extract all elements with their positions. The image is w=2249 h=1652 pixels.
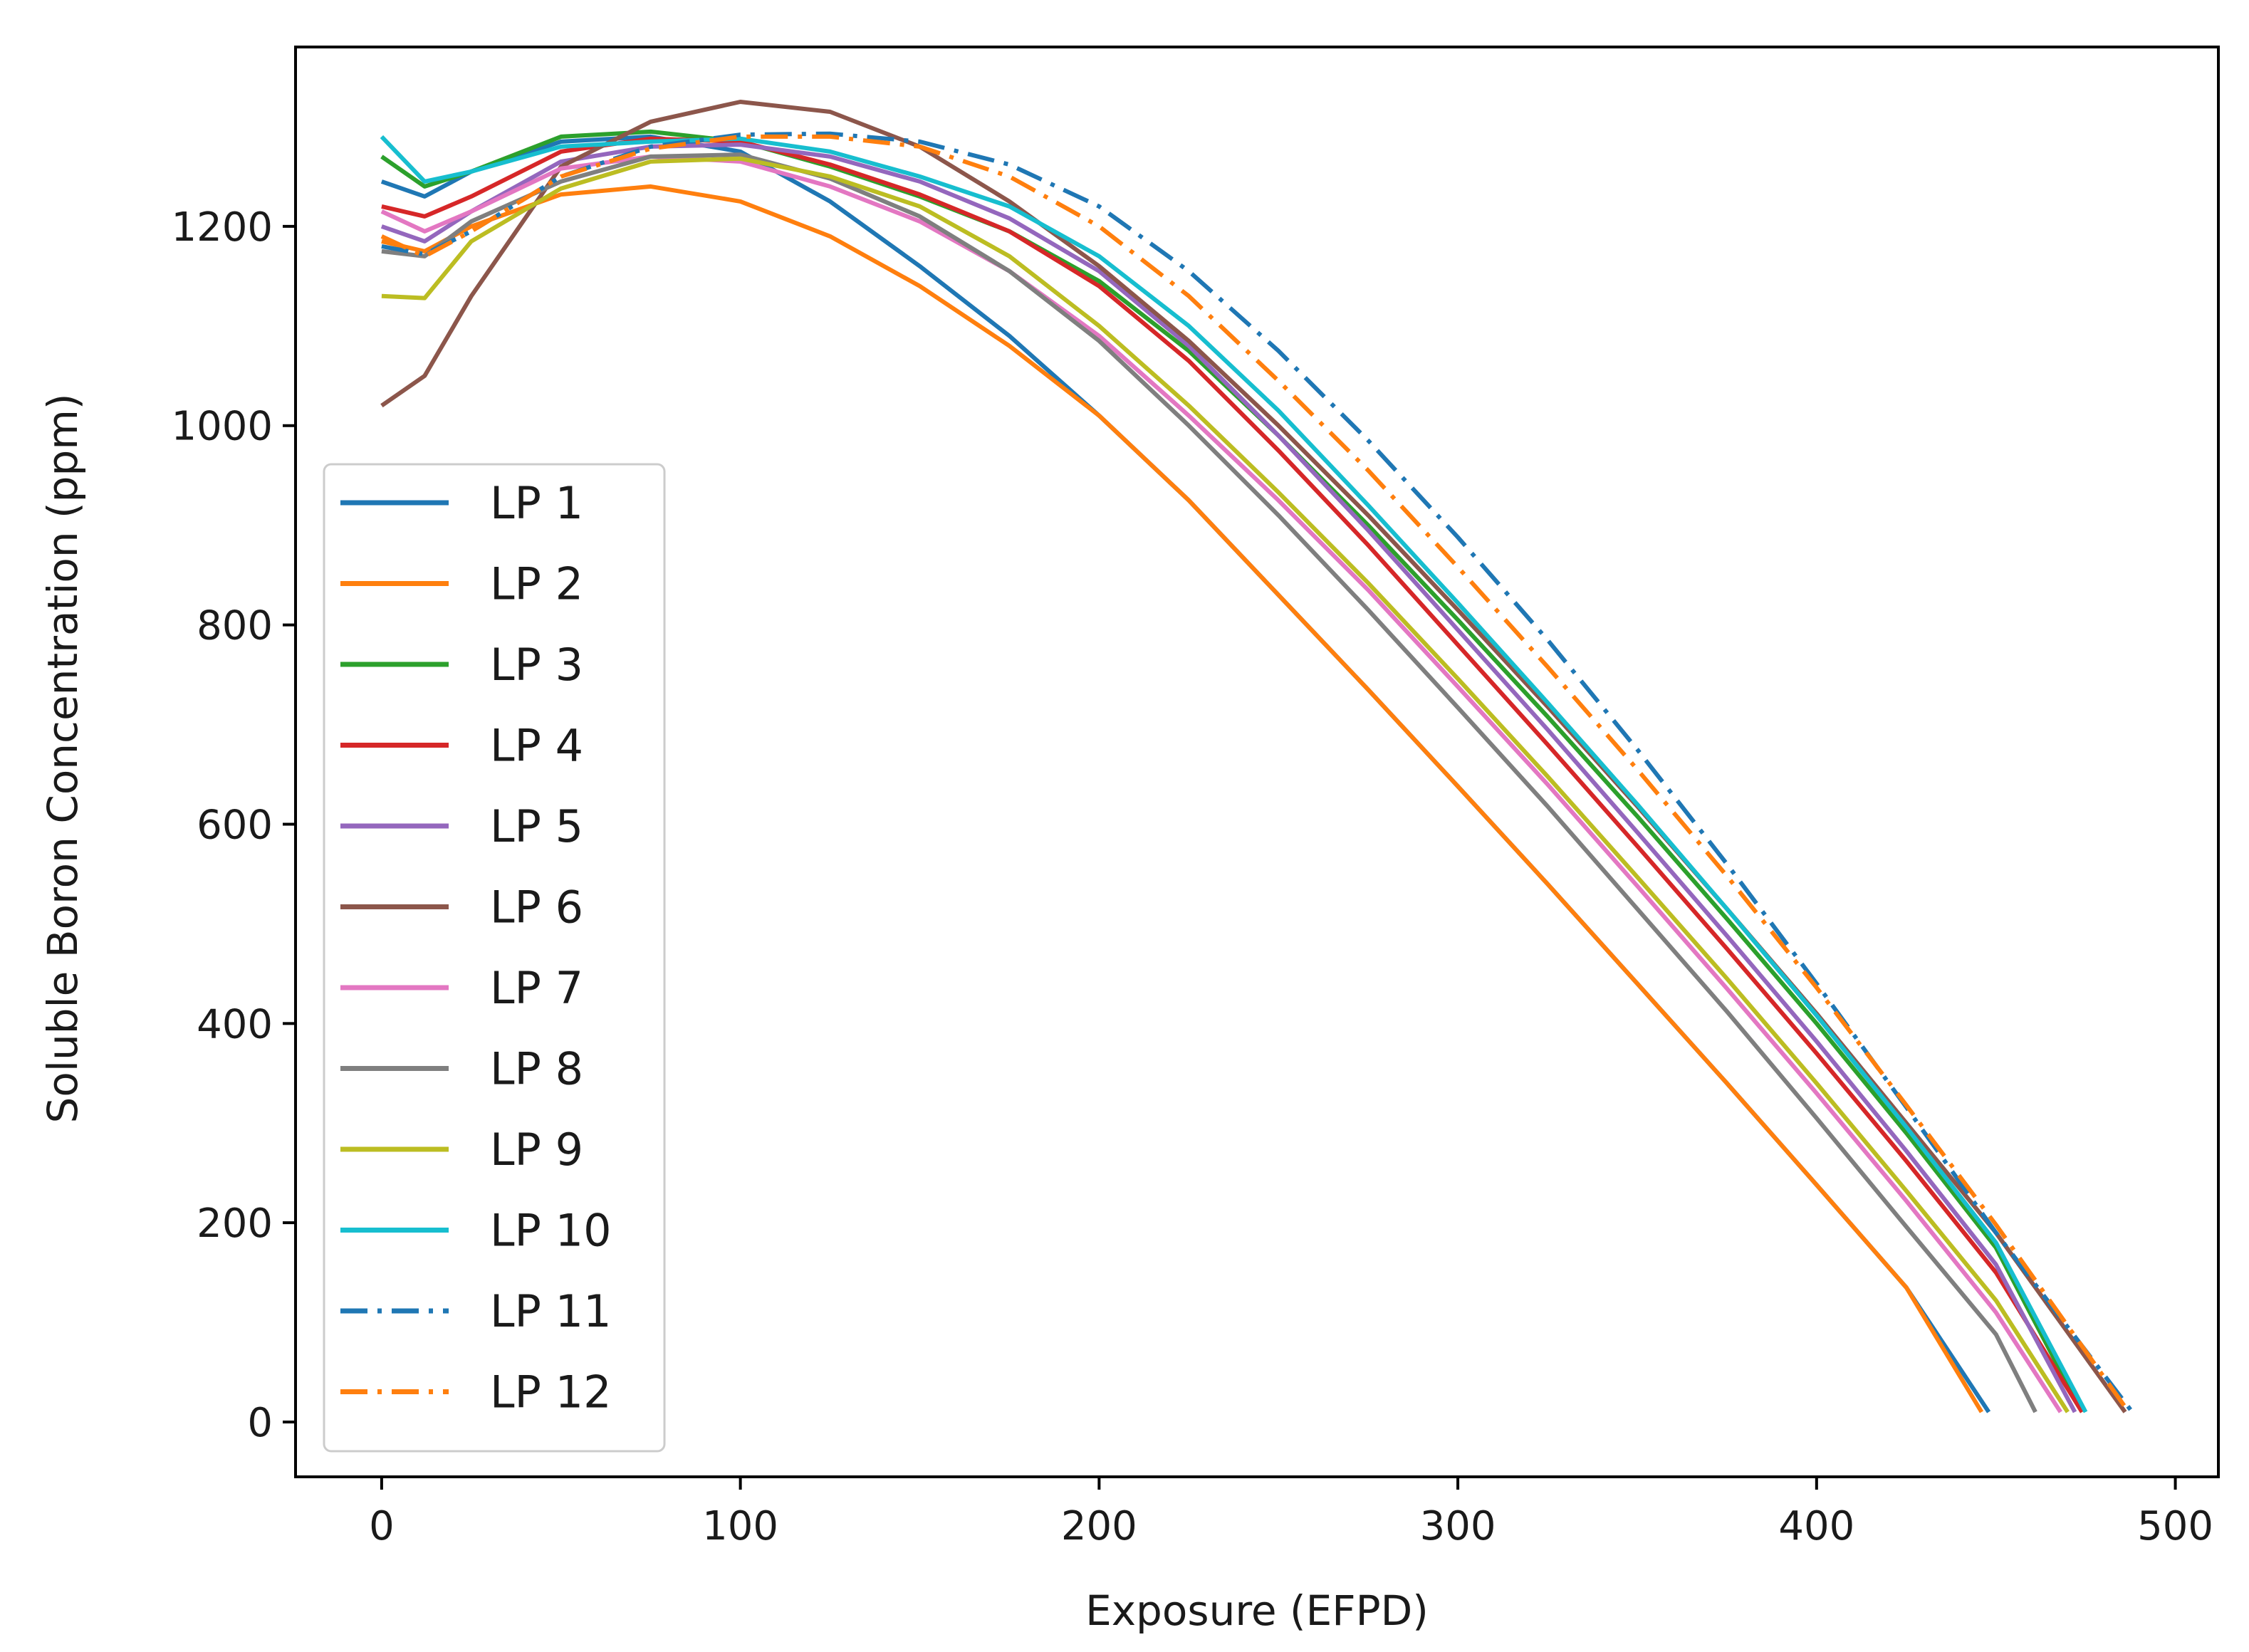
x-tick-label: 500 xyxy=(2137,1503,2213,1549)
legend: LP 1 LP 2 LP 3 LP 4 LP 5 LP 6 LP 7 LP 8 LP 9 LP 1… xyxy=(323,463,666,1453)
legend-label: LP 6 xyxy=(490,882,583,934)
y-tick-label: 600 xyxy=(197,802,273,848)
y-tick-label: 800 xyxy=(197,603,273,649)
legend-label: LP 7 xyxy=(490,962,583,1014)
y-axis-title: Soluble Boron Concentration (ppm) xyxy=(38,394,87,1124)
plot-lines xyxy=(380,100,2134,1413)
series-line-11 xyxy=(381,131,2134,1413)
legend-label: LP 9 xyxy=(490,1124,583,1176)
series-line-3 xyxy=(380,129,2084,1413)
legend-label: LP 10 xyxy=(490,1205,612,1257)
legend-label: LP 3 xyxy=(490,639,583,691)
legend-label: LP 12 xyxy=(490,1366,612,1418)
x-tick-label: 100 xyxy=(702,1503,778,1549)
series-line-8 xyxy=(381,152,2037,1413)
legend-label: LP 4 xyxy=(490,720,583,772)
series-line-9 xyxy=(381,156,2070,1413)
series-line-4 xyxy=(381,136,2084,1413)
series-line-2 xyxy=(381,184,1984,1413)
series-line-5 xyxy=(380,142,2077,1413)
series-line-12 xyxy=(380,134,2131,1413)
series-line-10 xyxy=(380,135,2088,1413)
x-axis-ticks: 0 100 200 300 400 500 xyxy=(369,1477,2213,1549)
y-axis-ticks: 0 200 400 600 800 1000 1200 xyxy=(171,204,296,1446)
y-tick-label: 1200 xyxy=(171,204,273,251)
legend-box xyxy=(323,463,666,1453)
legend-label: LP 2 xyxy=(490,558,583,610)
legend-label: LP 5 xyxy=(490,800,583,852)
x-tick-label: 400 xyxy=(1778,1503,1854,1549)
y-tick-label: 1000 xyxy=(171,404,273,450)
y-tick-label: 200 xyxy=(197,1201,273,1247)
x-axis-title: Exposure (EFPD) xyxy=(1085,1586,1429,1635)
x-tick-label: 300 xyxy=(1420,1503,1496,1549)
series-line-7 xyxy=(380,154,2062,1413)
legend-label: LP 1 xyxy=(490,477,583,529)
x-tick-label: 200 xyxy=(1061,1503,1137,1549)
x-tick-label: 0 xyxy=(369,1503,395,1549)
plot-frame xyxy=(294,46,2220,1478)
legend-label: LP 11 xyxy=(490,1285,612,1337)
y-tick-label: 400 xyxy=(197,1001,273,1047)
y-tick-label: 0 xyxy=(247,1400,273,1446)
legend-label: LP 8 xyxy=(490,1043,583,1095)
